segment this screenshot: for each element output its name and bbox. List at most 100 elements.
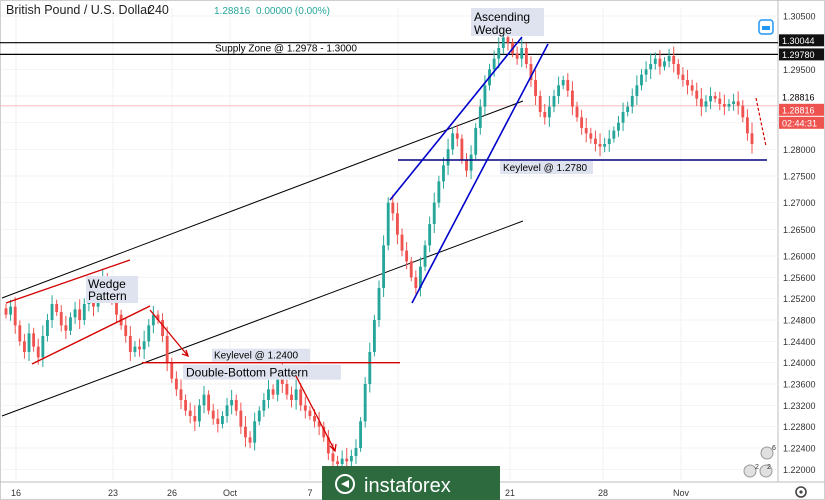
down-arrow (149, 309, 189, 357)
candle-body (515, 53, 519, 59)
candle-body (575, 106, 579, 118)
candle-body (419, 266, 422, 288)
candle-body (405, 250, 409, 262)
candle-body (483, 85, 487, 107)
x-tick-label: 26 (167, 488, 177, 498)
candle-body (161, 320, 164, 336)
x-tick-label: Nov (673, 488, 690, 498)
brand-banner: instaforex (322, 466, 500, 500)
candle-body (566, 80, 570, 91)
candle-body (653, 58, 657, 64)
down-arrow (295, 375, 336, 452)
ascending-wedge-label-line1: Ascending (474, 10, 530, 24)
candle-body (299, 389, 303, 406)
flag-icon (743, 464, 757, 478)
y-tick-label: 1.22800 (783, 422, 816, 432)
price-change: 0.00000 (0.00%) (256, 6, 330, 17)
candle-body (497, 48, 501, 59)
price-tag-label: 1.29780 (782, 50, 815, 60)
candle-body (538, 96, 542, 112)
candle-body (294, 389, 298, 400)
wedge-pattern-label-line2: Pattern (88, 289, 127, 303)
candle-body (561, 80, 565, 86)
x-tick-label: 16 (11, 488, 21, 498)
candle-body (469, 154, 473, 171)
candle-body (303, 405, 307, 411)
candle-body (27, 333, 31, 352)
chart-settings-button[interactable] (758, 19, 774, 35)
candle-body (372, 320, 376, 352)
candle-body (630, 96, 634, 107)
candle-body (262, 400, 266, 411)
candle-body (22, 341, 26, 352)
candle-body (529, 64, 533, 80)
candle-body (197, 405, 201, 422)
price-tag-bg (779, 48, 824, 61)
candle-body (64, 325, 68, 331)
candle-body (718, 98, 722, 104)
channel-lower-line (1, 220, 524, 417)
y-tick-label: 1.22000 (783, 465, 816, 475)
candle-body (414, 277, 418, 288)
candle-body (170, 362, 174, 379)
candle-body (626, 106, 630, 112)
wedge-pattern-upper-line (5, 259, 131, 304)
candle-body (395, 213, 399, 235)
candle-body (184, 400, 188, 411)
wedge-pattern-label-line1: Wedge (88, 277, 126, 291)
candle-body (267, 389, 270, 400)
candle-body (492, 58, 496, 70)
candle-body (570, 90, 574, 107)
y-tick-label: 1.29500 (783, 65, 816, 75)
candle-body (36, 346, 40, 358)
channel-upper-line (1, 100, 524, 299)
candle-body (331, 453, 335, 462)
candle-body (672, 56, 676, 64)
candle-body (326, 437, 330, 454)
candle-body (423, 245, 427, 267)
candle-body (202, 394, 206, 406)
candle-body (455, 133, 459, 139)
keylevel-1-2400-label: Keylevel @ 1.2400 (214, 351, 299, 362)
settings-gear-icon[interactable] (795, 486, 807, 498)
candle-body (676, 64, 680, 75)
candle-body (501, 37, 505, 48)
y-tick-label: 1.24000 (783, 358, 816, 368)
candle-body (681, 74, 685, 80)
y-tick-label: 1.28000 (783, 145, 816, 155)
candle-body (713, 96, 717, 99)
candle-body (667, 56, 671, 62)
candle-body (50, 304, 54, 320)
candle-body (722, 104, 726, 107)
ascending-wedge-label-bg (471, 8, 544, 36)
candle-body (271, 389, 275, 395)
candle-body (174, 378, 178, 390)
candle-body (460, 138, 464, 160)
y-tick-label: 1.27000 (783, 198, 816, 208)
wedge-upper-line (389, 36, 523, 201)
price-tag-label: 02:44:31 (782, 118, 817, 128)
candle-body (133, 346, 137, 352)
candle-body (142, 341, 146, 350)
candle-body (248, 437, 252, 443)
candle-body (368, 352, 372, 384)
candle-body (211, 410, 215, 419)
candle-body (584, 128, 588, 134)
candle-body (745, 117, 749, 134)
candle-body (32, 333, 36, 347)
candle-body (621, 112, 625, 123)
candle-body (428, 224, 432, 246)
candle-body (290, 394, 293, 400)
candle-body (400, 234, 404, 251)
wedge-pattern-lower-line (31, 305, 151, 365)
candle-body (156, 314, 160, 320)
annotation-layer (0, 42, 778, 417)
candle-body (699, 98, 703, 107)
candle-body (451, 133, 455, 150)
y-tick-label: 1.30500 (783, 12, 816, 22)
projection-arrow (755, 97, 767, 147)
candle-body (524, 48, 528, 64)
candle-body (663, 61, 666, 67)
candle-body (640, 74, 643, 86)
